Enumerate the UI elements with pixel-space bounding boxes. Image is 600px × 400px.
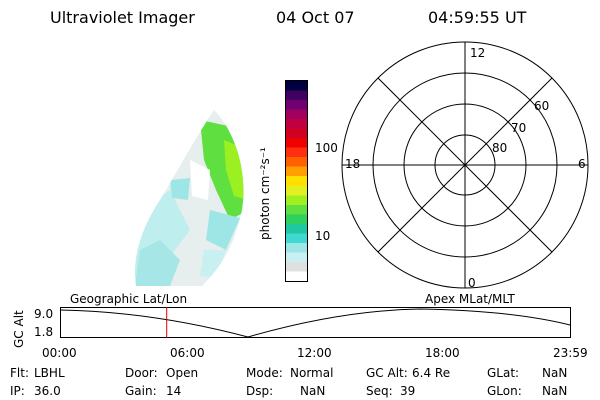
timeline-x-tick-2359: 23:59 bbox=[553, 346, 588, 360]
timeline-x-tick-1200: 12:00 bbox=[297, 346, 332, 360]
altitude-curve bbox=[59, 308, 571, 338]
ip-label: IP: bbox=[10, 384, 25, 398]
glat-value: NaN bbox=[542, 366, 568, 380]
dsp-label: Dsp: bbox=[246, 384, 274, 398]
timeline-right-title: Apex MLat/MLT bbox=[425, 292, 515, 306]
gc-alt-value: 6.4 Re bbox=[412, 366, 451, 380]
timeline-x-tick-1800: 18:00 bbox=[425, 346, 460, 360]
ip-value: 36.0 bbox=[34, 384, 61, 398]
mode-value: Normal bbox=[290, 366, 334, 380]
lat-label-60: 60 bbox=[534, 99, 550, 113]
gain-value: 14 bbox=[166, 384, 182, 398]
seq-value: 39 bbox=[400, 384, 416, 398]
colorbar-tick-100: 100 bbox=[315, 141, 338, 155]
glat-label: GLat: bbox=[487, 366, 520, 380]
polar-plot bbox=[341, 41, 589, 289]
date-label: 04 Oct 07 bbox=[276, 8, 355, 27]
mlt-label-12: 12 bbox=[470, 46, 486, 60]
lat-label-70: 70 bbox=[511, 121, 527, 135]
timeline-left-title: Geographic Lat/Lon bbox=[70, 292, 188, 306]
colorbar-tick-10: 10 bbox=[315, 229, 331, 243]
timeline-y-tick-max: 9.0 bbox=[34, 307, 54, 321]
instrument-title: Ultraviolet Imager bbox=[50, 8, 195, 27]
lat-label-80: 80 bbox=[492, 141, 508, 155]
door-label: Door: bbox=[125, 366, 158, 380]
auroral-image bbox=[135, 110, 244, 286]
timeline-y-axis-label: GC Alt bbox=[12, 310, 26, 348]
glon-label: GLon: bbox=[487, 384, 522, 398]
gc-alt-label: GC Alt: bbox=[366, 366, 408, 380]
colorbar bbox=[285, 80, 308, 282]
timeline-x-tick-0600: 06:00 bbox=[170, 346, 205, 360]
timeline-y-tick-min: 1.8 bbox=[34, 325, 54, 339]
mlt-label-0: 0 bbox=[468, 276, 476, 290]
dsp-value: NaN bbox=[300, 384, 326, 398]
filter-value: LBHL bbox=[34, 366, 65, 380]
filter-label: Flt: bbox=[10, 366, 29, 380]
mlt-label-6: 6 bbox=[578, 157, 586, 171]
mlt-label-18: 18 bbox=[345, 157, 361, 171]
time-label: 04:59:55 UT bbox=[428, 8, 527, 27]
seq-label: Seq: bbox=[366, 384, 393, 398]
colorbar-unit-label: photon cm⁻²s⁻¹ bbox=[258, 147, 272, 240]
mode-label: Mode: bbox=[246, 366, 283, 380]
door-value: Open bbox=[166, 366, 199, 380]
altitude-timeline bbox=[59, 307, 571, 338]
glon-value: NaN bbox=[542, 384, 568, 398]
gain-label: Gain: bbox=[125, 384, 157, 398]
timeline-x-tick-0000: 00:00 bbox=[42, 346, 77, 360]
